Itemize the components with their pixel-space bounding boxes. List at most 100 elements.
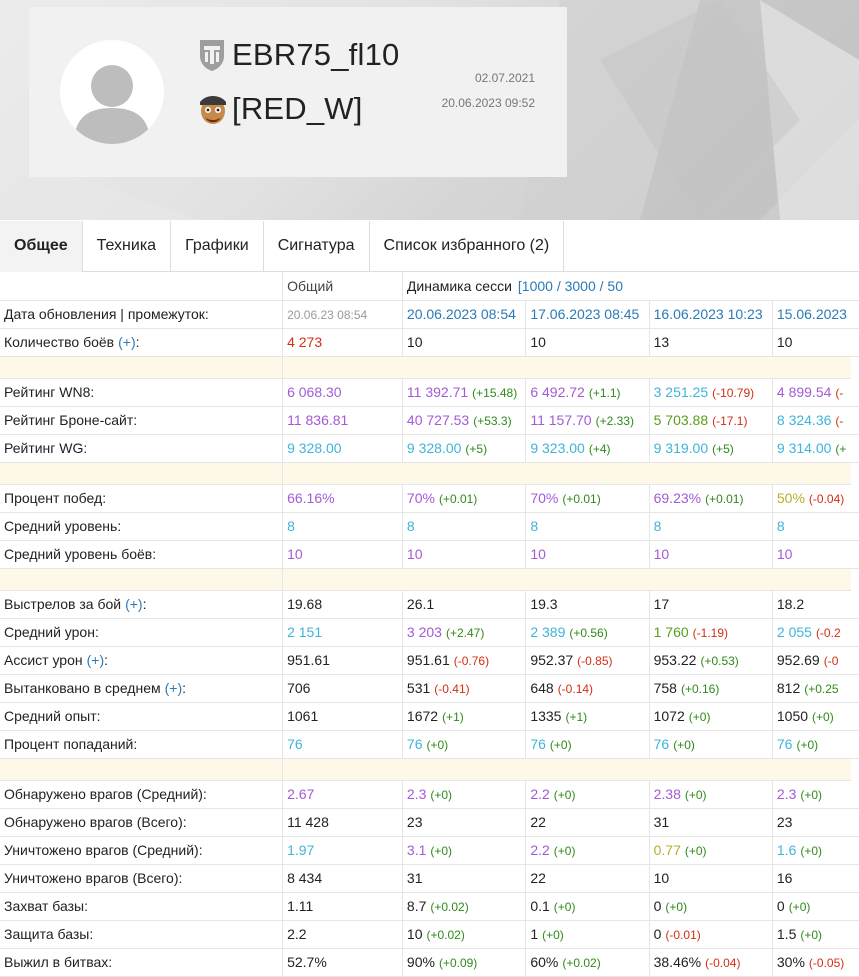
stat-cell: 4 273 bbox=[282, 328, 403, 357]
stat-delta: (+0.01) bbox=[705, 492, 744, 506]
stat-value: 19.68 bbox=[287, 596, 323, 612]
table-row: Процент побед: 66.16% 70% (+0.01) 70% (+0.01)… bbox=[0, 484, 859, 513]
stat-value: 953.22 bbox=[653, 652, 697, 668]
stat-value: 0 bbox=[653, 926, 662, 942]
row-label: Обнаружено врагов (Средний): bbox=[4, 786, 207, 802]
stat-delta: (+2.47) bbox=[445, 626, 485, 640]
stat-cell: 20.06.23 08:54 bbox=[282, 300, 403, 329]
stat-value: 16 bbox=[776, 870, 793, 886]
tab-general[interactable]: Общее bbox=[0, 221, 83, 272]
expand-link[interactable]: (+) bbox=[125, 596, 143, 612]
table-row: Обнаружено врагов (Всего): 11 428 23 22 31 23 bbox=[0, 808, 859, 837]
stat-value: 10 bbox=[406, 926, 423, 942]
profile-header: EBR75_fl10 [RED_W] 02.07.2021 20.06.2023… bbox=[0, 0, 859, 220]
tab-charts[interactable]: Графики bbox=[171, 221, 264, 272]
stat-value: 2 151 bbox=[287, 624, 323, 640]
header-session-label: Динамика сесси bbox=[406, 277, 512, 294]
stat-delta: (- bbox=[835, 414, 844, 428]
row-label: Захват базы: bbox=[4, 898, 88, 914]
separator-cell bbox=[0, 462, 284, 485]
session-range-links[interactable]: [1000 / 3000 / 50 bbox=[517, 277, 623, 294]
stat-value: 1335 bbox=[530, 708, 562, 724]
clan-row: [RED_W] bbox=[196, 91, 363, 127]
expand-link[interactable]: (+) bbox=[118, 334, 136, 350]
section-separator bbox=[0, 568, 859, 591]
stat-cell: 22 bbox=[525, 864, 650, 893]
table-row: Средний уровень: 8 8 8 8 8 bbox=[0, 512, 859, 541]
stat-value: 952.37 bbox=[530, 652, 574, 668]
stat-value: 0.1 bbox=[530, 898, 550, 914]
stat-value: 15.06.2023 bbox=[776, 306, 847, 322]
tab-favorites[interactable]: Список избранного (2) bbox=[370, 221, 565, 272]
stat-delta: (+15.48) bbox=[472, 386, 518, 400]
overflow-cell bbox=[851, 702, 859, 731]
stat-cell: 8 bbox=[282, 512, 403, 541]
stat-delta: (+ bbox=[835, 442, 847, 456]
clan-tag[interactable]: [RED_W] bbox=[232, 91, 363, 126]
nickname-row: EBR75_fl10 bbox=[198, 37, 399, 73]
stat-delta: (-0.76) bbox=[453, 654, 490, 668]
stat-value: 0 bbox=[776, 898, 785, 914]
stat-cell: 2.2 (+0) bbox=[525, 780, 650, 809]
stat-value: 76 bbox=[406, 736, 423, 752]
header-empty-cell bbox=[851, 272, 859, 301]
stat-cell: 22 bbox=[525, 808, 650, 837]
stat-delta: (-0.2 bbox=[815, 626, 841, 640]
table-row: Выстрелов за бой (+): 19.68 26.1 19.3 17 18.2 bbox=[0, 590, 859, 619]
row-label: Выстрелов за бой bbox=[4, 596, 122, 612]
table-row: Вытанковано в среднем (+): 706 531 (-0.41) 64… bbox=[0, 674, 859, 703]
stat-value: 9 323.00 bbox=[530, 440, 585, 456]
stat-cell: 3 203 (+2.47) bbox=[402, 618, 527, 647]
stat-cell: 10 bbox=[525, 540, 650, 569]
stat-delta: (+5) bbox=[465, 442, 488, 456]
stat-value: 951.61 bbox=[287, 652, 330, 668]
tab-vehicles[interactable]: Техника bbox=[83, 221, 172, 272]
stat-cell: 8 bbox=[402, 512, 527, 541]
stat-cell: 8 434 bbox=[282, 864, 403, 893]
stat-value: 90% bbox=[406, 954, 435, 970]
tab-signature[interactable]: Сигнатура bbox=[264, 221, 370, 272]
stat-delta: (+0.25 bbox=[804, 682, 839, 696]
separator-cell bbox=[282, 356, 851, 379]
overflow-cell bbox=[851, 836, 859, 865]
stat-value: 8 434 bbox=[287, 870, 323, 886]
header-overall: Общий bbox=[282, 272, 403, 301]
stat-cell: 8 bbox=[772, 512, 851, 541]
header-label-cell bbox=[0, 272, 284, 301]
stat-value: 20.06.23 08:54 bbox=[287, 308, 368, 322]
section-separator bbox=[0, 356, 859, 379]
stat-value: 8 bbox=[287, 518, 295, 534]
table-row: Защита базы: 2.2 10 (+0.02) 1 (+0) 0 (-0.01) 1.5… bbox=[0, 920, 859, 949]
overflow-cell bbox=[851, 808, 859, 837]
stat-cell: 8 bbox=[525, 512, 650, 541]
expand-link[interactable]: (+) bbox=[164, 680, 183, 696]
stat-cell: 952.37 (-0.85) bbox=[525, 646, 650, 675]
expand-link[interactable]: (+) bbox=[86, 652, 105, 668]
row-label: Рейтинг WN8: bbox=[4, 384, 95, 400]
row-label-cell: Захват базы: bbox=[0, 892, 284, 921]
stat-cell: 1.97 bbox=[282, 836, 403, 865]
stat-cell: 951.61 bbox=[282, 646, 403, 675]
overflow-cell bbox=[851, 540, 859, 569]
row-label-cell: Количество боёв (+): bbox=[0, 328, 284, 357]
player-nickname[interactable]: EBR75_fl10 bbox=[232, 37, 400, 72]
stat-cell: 10 bbox=[772, 540, 851, 569]
stat-value: 2 055 bbox=[776, 624, 812, 640]
stat-value: 758 bbox=[653, 680, 677, 696]
row-label-cell: Уничтожено врагов (Всего): bbox=[0, 864, 284, 893]
stat-cell: 17 bbox=[649, 590, 773, 619]
separator-cell bbox=[282, 758, 851, 781]
stat-cell: 1.5 (+0) bbox=[772, 920, 851, 949]
stat-cell: 706 bbox=[282, 674, 403, 703]
section-separator bbox=[0, 462, 859, 485]
stat-cell: 31 bbox=[402, 864, 527, 893]
row-label-cell: Рейтинг WG: bbox=[0, 434, 284, 463]
stat-delta: (+0) bbox=[684, 844, 707, 858]
stat-value: 1 760 bbox=[653, 624, 689, 640]
stat-delta: (+0) bbox=[684, 788, 707, 802]
row-label-cell: Выжил в битвах: bbox=[0, 948, 284, 977]
stat-cell: 10 bbox=[282, 540, 403, 569]
stat-delta: (+0) bbox=[665, 900, 688, 914]
stat-value: 10 bbox=[287, 546, 303, 562]
stat-cell: 0 (+0) bbox=[772, 892, 851, 921]
